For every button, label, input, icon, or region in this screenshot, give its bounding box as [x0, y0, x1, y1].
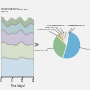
- Text: Nonanal 3%: Nonanal 3%: [45, 27, 60, 34]
- Text: C10H16O 1.5%: C10H16O 1.5%: [69, 25, 85, 33]
- Wedge shape: [57, 33, 67, 45]
- Text: C10H16O+1 4%: C10H16O+1 4%: [37, 29, 58, 36]
- Wedge shape: [67, 31, 69, 45]
- Text: Others 51.8%: Others 51.8%: [79, 48, 90, 50]
- Wedge shape: [66, 31, 68, 45]
- Wedge shape: [63, 31, 80, 59]
- Wedge shape: [62, 31, 67, 45]
- Wedge shape: [64, 31, 67, 45]
- Text: measured mass
concentrations with PTR
(VOCs): measured mass concentrations with PTR (V…: [1, 8, 28, 12]
- Text: C10H16O 2%: C10H16O 2%: [67, 25, 81, 33]
- Text: Nonanal 2.9%: Nonanal 2.9%: [47, 25, 62, 34]
- Wedge shape: [53, 35, 67, 58]
- Text: Apinic 2.1%: Apinic 2.1%: [52, 25, 64, 33]
- X-axis label: Time (days): Time (days): [10, 84, 25, 88]
- Text: IVOCs 32.7%: IVOCs 32.7%: [34, 48, 54, 51]
- Wedge shape: [59, 32, 67, 45]
